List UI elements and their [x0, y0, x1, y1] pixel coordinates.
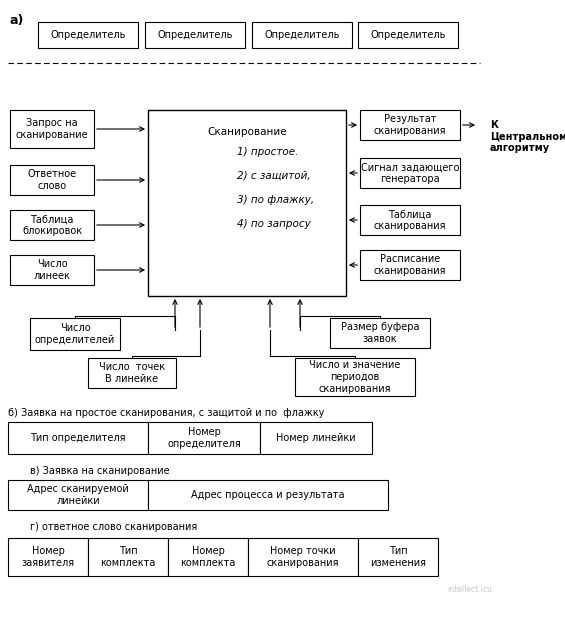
Text: Определитель: Определитель	[50, 30, 125, 40]
Bar	[360, 250, 460, 280]
Text: Номер
комплекта: Номер комплекта	[180, 546, 236, 568]
Bar	[168, 538, 248, 576]
Text: 4) по запросу: 4) по запросу	[237, 219, 311, 229]
Text: Номер
определителя: Номер определителя	[167, 427, 241, 449]
Text: 1) простое.: 1) простое.	[237, 147, 298, 157]
Text: Сигнал задающего
генератора: Сигнал задающего генератора	[361, 162, 459, 184]
Text: Число
определителей: Число определителей	[35, 323, 115, 345]
Text: 2) с защитой,: 2) с защитой,	[237, 171, 311, 181]
Text: б) Заявка на простое сканирования, с защитой и по  флажку: б) Заявка на простое сканирования, с защ…	[8, 408, 324, 418]
Text: Тип определителя: Тип определителя	[31, 433, 126, 443]
Text: Тип
изменения: Тип изменения	[370, 546, 426, 568]
Text: Номер точки
сканирования: Номер точки сканирования	[267, 546, 339, 568]
Bar	[360, 110, 460, 140]
Bar	[8, 422, 148, 454]
Text: Адрес процесса и результата: Адрес процесса и результата	[191, 490, 345, 500]
Bar	[10, 210, 94, 240]
Text: Запрос на
сканирование: Запрос на сканирование	[16, 118, 88, 140]
Bar	[38, 22, 138, 48]
Text: Таблица
блокировок: Таблица блокировок	[22, 214, 82, 236]
Bar	[10, 255, 94, 285]
Text: Номер линейки: Номер линейки	[276, 433, 356, 443]
Text: Расписание
сканирования: Расписание сканирования	[374, 254, 446, 276]
Bar	[88, 358, 176, 388]
Bar	[360, 205, 460, 235]
Bar	[10, 165, 94, 195]
Text: Определитель: Определитель	[264, 30, 340, 40]
Text: г) ответное слово сканирования: г) ответное слово сканирования	[30, 522, 197, 532]
Text: в) Заявка на сканирование: в) Заявка на сканирование	[30, 466, 170, 476]
Bar	[330, 318, 430, 348]
Bar	[8, 538, 88, 576]
Bar	[360, 158, 460, 188]
Text: 3) по флажку,: 3) по флажку,	[237, 195, 314, 205]
Text: Число
линеек: Число линеек	[33, 259, 71, 281]
Text: intellect.icu: intellect.icu	[447, 585, 493, 595]
Text: Результат
сканирования: Результат сканирования	[374, 114, 446, 136]
Text: Число  точек
В линейке: Число точек В линейке	[99, 362, 165, 384]
Bar	[10, 110, 94, 148]
Bar	[88, 538, 168, 576]
Bar	[145, 22, 245, 48]
Text: Таблица
сканирования: Таблица сканирования	[374, 209, 446, 231]
Bar	[260, 422, 372, 454]
Text: К
Центральному
алгоритму: К Центральному алгоритму	[490, 120, 565, 153]
Text: Сканирование: Сканирование	[207, 127, 287, 137]
Bar	[295, 358, 415, 396]
Text: Адрес сканируемой
линейки: Адрес сканируемой линейки	[27, 484, 129, 506]
Bar	[358, 538, 438, 576]
Text: Номер
заявителя: Номер заявителя	[21, 546, 75, 568]
Bar	[358, 22, 458, 48]
Text: Ответное
слово: Ответное слово	[28, 169, 77, 191]
Bar	[148, 110, 346, 296]
Bar	[148, 422, 260, 454]
Bar	[248, 538, 358, 576]
Bar	[148, 480, 388, 510]
Bar	[8, 480, 148, 510]
Text: Определитель: Определитель	[370, 30, 446, 40]
Text: Размер буфера
заявок: Размер буфера заявок	[341, 322, 419, 344]
Text: Число и значение
периодов
сканирования: Число и значение периодов сканирования	[309, 360, 401, 394]
Bar	[30, 318, 120, 350]
Text: Тип
комплекта: Тип комплекта	[101, 546, 156, 568]
Text: а): а)	[10, 14, 24, 27]
Text: Определитель: Определитель	[157, 30, 233, 40]
Bar	[252, 22, 352, 48]
